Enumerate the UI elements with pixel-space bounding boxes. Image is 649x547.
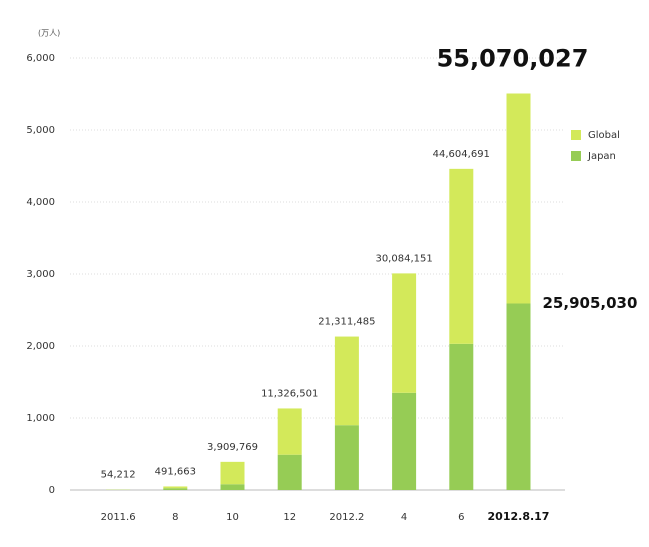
bar-segment (506, 93, 531, 304)
x-tick-label: 12 (283, 512, 296, 523)
total-label: 30,084,151 (375, 253, 432, 264)
y-tick-label: 1,000 (26, 413, 55, 424)
x-tick-label: 8 (172, 512, 178, 523)
legend-label: Japan (587, 151, 616, 162)
bar-segment (220, 461, 245, 485)
legend-swatch (571, 151, 581, 161)
bar-segment (449, 343, 474, 490)
x-tick-label: 2012.2 (329, 512, 364, 523)
bar-segment (392, 273, 417, 393)
bar-segment (163, 486, 188, 489)
bar-segment (277, 454, 302, 490)
total-label: 44,604,691 (433, 149, 490, 160)
total-label: 3,909,769 (207, 442, 258, 453)
total-label: 21,311,485 (318, 317, 375, 328)
y-tick-label: 5,000 (26, 125, 55, 136)
value-label: 25,905,030 (543, 294, 638, 312)
y-tick-label: 2,000 (26, 341, 55, 352)
total-label: 11,326,501 (261, 388, 318, 399)
total-label: 491,663 (155, 466, 196, 477)
bar-segment (392, 392, 417, 490)
x-tick-label: 4 (401, 512, 407, 523)
bar-segment (163, 488, 188, 490)
total-label: 55,070,027 (437, 44, 589, 72)
x-tick-label: 2011.6 (101, 512, 136, 523)
y-tick-label: 0 (49, 485, 55, 496)
y-tick-label: 4,000 (26, 197, 55, 208)
legend-swatch (571, 130, 581, 140)
bar-segment (334, 336, 359, 426)
bar-segment (449, 168, 474, 344)
unit-label: (万人) (38, 29, 60, 38)
x-tick-label: 10 (226, 512, 239, 523)
x-tick-label: 2012.8.17 (488, 510, 550, 523)
bar-segment (506, 303, 531, 490)
y-tick-label: 3,000 (26, 269, 55, 280)
x-tick-label: 6 (458, 512, 464, 523)
bar-segment (334, 425, 359, 490)
legend-label: Global (588, 130, 620, 141)
y-tick-label: 6,000 (26, 53, 55, 64)
total-label: 54,212 (101, 470, 136, 481)
bar-segment (277, 408, 302, 455)
bar-segment (220, 484, 245, 490)
